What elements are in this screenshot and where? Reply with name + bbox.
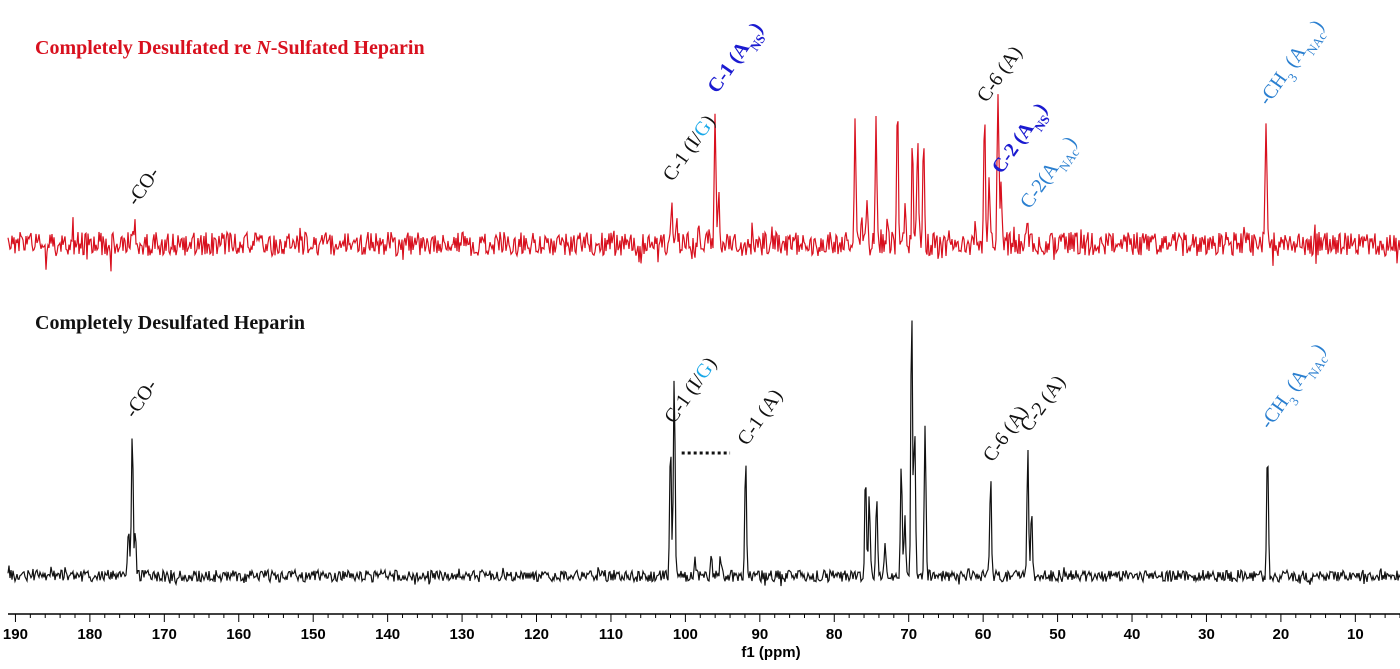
spectrum-trace-1 xyxy=(7,94,1400,272)
peak-label-2-6: -CH3 (ANAc) xyxy=(1256,340,1335,436)
x-axis-title: f1 (ppm) xyxy=(741,644,800,661)
x-tick-label: 80 xyxy=(826,626,843,643)
peak-label-1-4: C-6 (A) xyxy=(973,42,1027,106)
x-tick-label: 40 xyxy=(1124,626,1141,643)
peak-label-2-2: C-1 (I/G) xyxy=(660,353,721,427)
x-tick-label: 100 xyxy=(673,626,698,643)
x-tick-label: 50 xyxy=(1049,626,1066,643)
peak-label-1-1: -CO- xyxy=(123,163,165,209)
peak-label-2-5: C-2 (A) xyxy=(1016,372,1070,436)
x-tick-label: 120 xyxy=(524,626,549,643)
x-tick-label: 20 xyxy=(1273,626,1290,643)
x-tick-label: 170 xyxy=(152,626,177,643)
peak-label-2-1: -CO- xyxy=(120,376,162,422)
x-tick-label: 10 xyxy=(1347,626,1364,643)
spectrum-title-1: Completely Desulfated re N-Sulfated Hepa… xyxy=(35,37,425,59)
x-tick-label: 70 xyxy=(900,626,917,643)
x-tick-label: 150 xyxy=(301,626,326,643)
peak-label-1-2: C-1 (I/G) xyxy=(659,111,720,185)
x-tick-label: 30 xyxy=(1198,626,1215,643)
x-tick-label: 110 xyxy=(599,626,623,643)
peak-label-1-7: -CH3 (ANAc) xyxy=(1254,16,1333,112)
peak-label-1-3: C-1 (ANS) xyxy=(703,19,772,101)
x-tick-label: 130 xyxy=(450,626,475,643)
spectrum-trace-2 xyxy=(7,320,1400,587)
x-tick-label: 190 xyxy=(3,626,28,643)
spectrum-title-2: Completely Desulfated Heparin xyxy=(35,312,305,334)
x-tick-label: 60 xyxy=(975,626,992,643)
x-tick-label: 180 xyxy=(77,626,102,643)
peak-label-2-3: C-1 (A) xyxy=(733,385,787,449)
x-tick-label: 90 xyxy=(751,626,768,643)
x-tick-label: 160 xyxy=(226,626,251,643)
x-tick-label: 140 xyxy=(375,626,400,643)
